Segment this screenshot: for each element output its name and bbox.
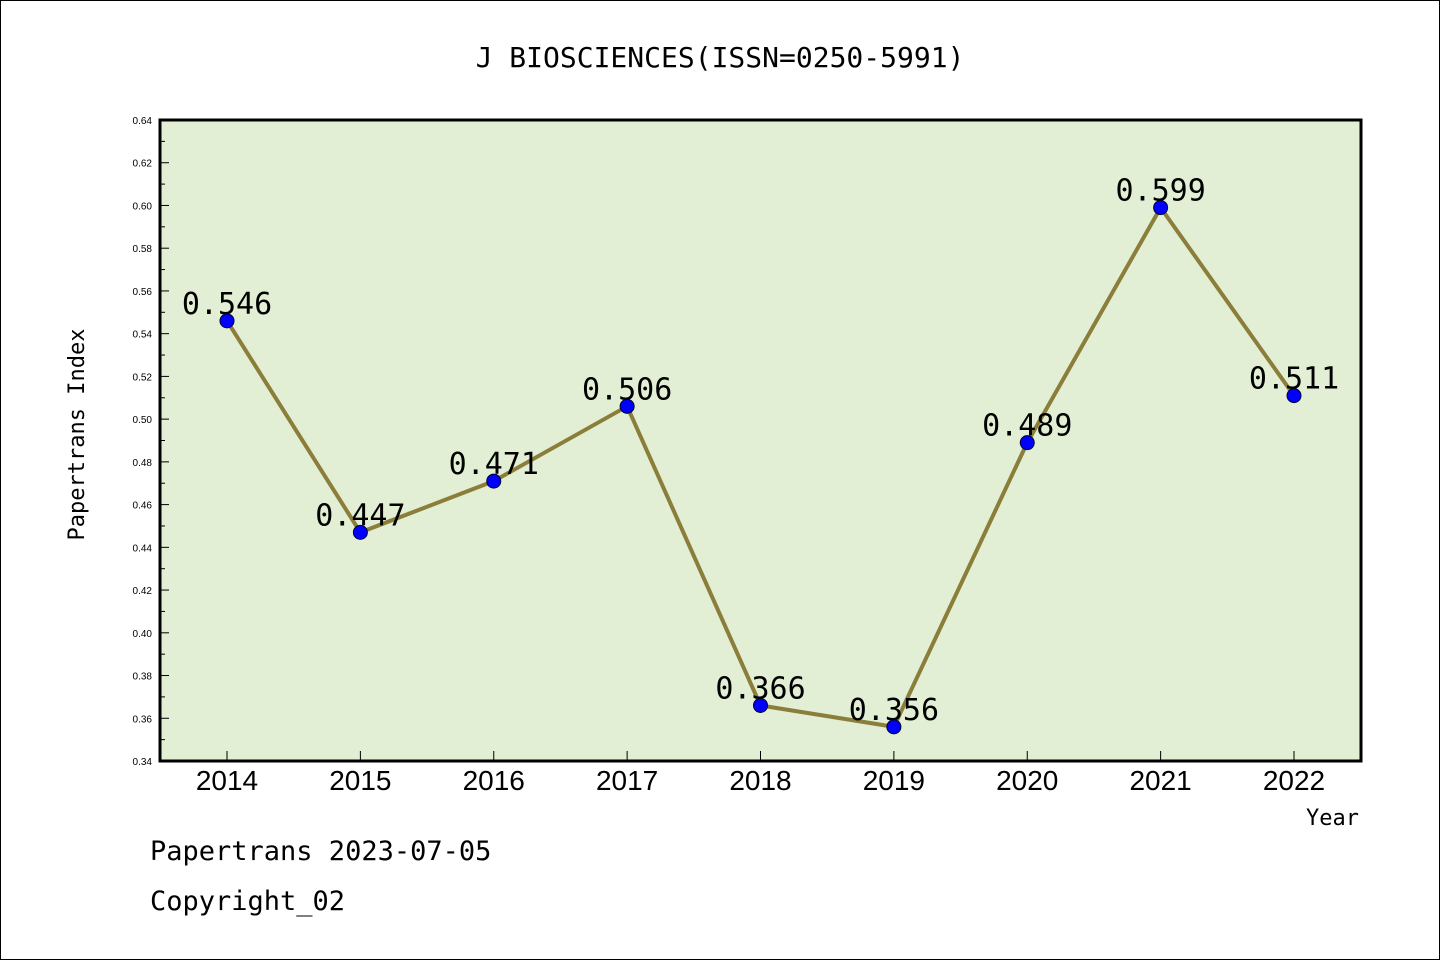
footer-date: Papertrans 2023-07-05	[150, 836, 492, 867]
data-labels: 0.546 0.447 0.471 0.506 0.366 0.356 0.489 0.599…	[182, 174, 1339, 728]
x-tick-label: 2018	[729, 765, 791, 796]
data-label: 0.447	[315, 498, 405, 533]
y-tick-label: 0.58	[133, 244, 153, 255]
x-tick-label: 2015	[329, 765, 391, 796]
data-point	[753, 697, 768, 713]
y-tick-label: 0.46	[133, 501, 153, 512]
y-axis: 0.34 0.36 0.38 0.40 0.42 0.44 0.46 0.48 0.50 0.52…	[133, 116, 169, 768]
y-tick-label: 0.60	[133, 201, 153, 212]
footer-copyright: Copyright_02	[150, 886, 346, 917]
data-point	[619, 398, 635, 414]
data-label: 0.511	[1249, 362, 1339, 397]
y-tick-label: 0.34	[133, 757, 153, 768]
data-point	[886, 719, 902, 735]
plot-area	[160, 120, 1361, 761]
y-tick-label: 0.56	[133, 287, 153, 298]
data-label: 0.366	[715, 671, 805, 706]
data-label: 0.489	[982, 409, 1072, 444]
y-tick-label: 0.48	[133, 458, 153, 469]
data-point	[1286, 388, 1302, 404]
data-label: 0.356	[849, 693, 939, 728]
data-label: 0.599	[1115, 174, 1205, 209]
y-tick-label: 0.44	[133, 543, 153, 554]
x-tick-label: 2021	[1129, 765, 1191, 796]
y-tick-label: 0.52	[133, 372, 153, 383]
y-axis-label: Papertrans Index	[65, 329, 90, 541]
y-tick-label: 0.62	[133, 159, 153, 170]
x-tick-label: 2019	[863, 765, 925, 796]
data-label: 0.471	[449, 447, 539, 482]
data-label: 0.546	[182, 287, 272, 322]
y-tick-label: 0.40	[133, 629, 153, 640]
x-tick-label: 2016	[463, 765, 525, 796]
x-tick-label: 2014	[196, 765, 258, 796]
series-markers	[219, 200, 1302, 735]
y-tick-label: 0.36	[133, 714, 153, 725]
data-point	[352, 524, 368, 540]
x-tick-label: 2020	[996, 765, 1058, 796]
data-point	[1019, 435, 1035, 451]
y-tick-label: 0.42	[133, 586, 153, 597]
y-tick-label: 0.38	[133, 672, 153, 683]
x-axis: 2014 2015 2016 2017 2018 2019 2020 2021 2022	[196, 751, 1325, 796]
data-point	[1153, 200, 1169, 216]
x-tick-label: 2022	[1263, 765, 1325, 796]
chart-title: J BIOSCIENCES(ISSN=0250-5991)	[476, 41, 965, 74]
data-point	[219, 313, 235, 329]
data-point	[486, 473, 502, 489]
y-tick-label: 0.54	[133, 330, 153, 341]
plot-border	[158, 118, 1363, 763]
x-axis-label: Year	[1306, 806, 1359, 831]
y-tick-label: 0.50	[133, 415, 153, 426]
x-tick-label: 2017	[596, 765, 658, 796]
y-tick-label: 0.64	[133, 116, 153, 127]
data-label: 0.506	[582, 372, 672, 407]
